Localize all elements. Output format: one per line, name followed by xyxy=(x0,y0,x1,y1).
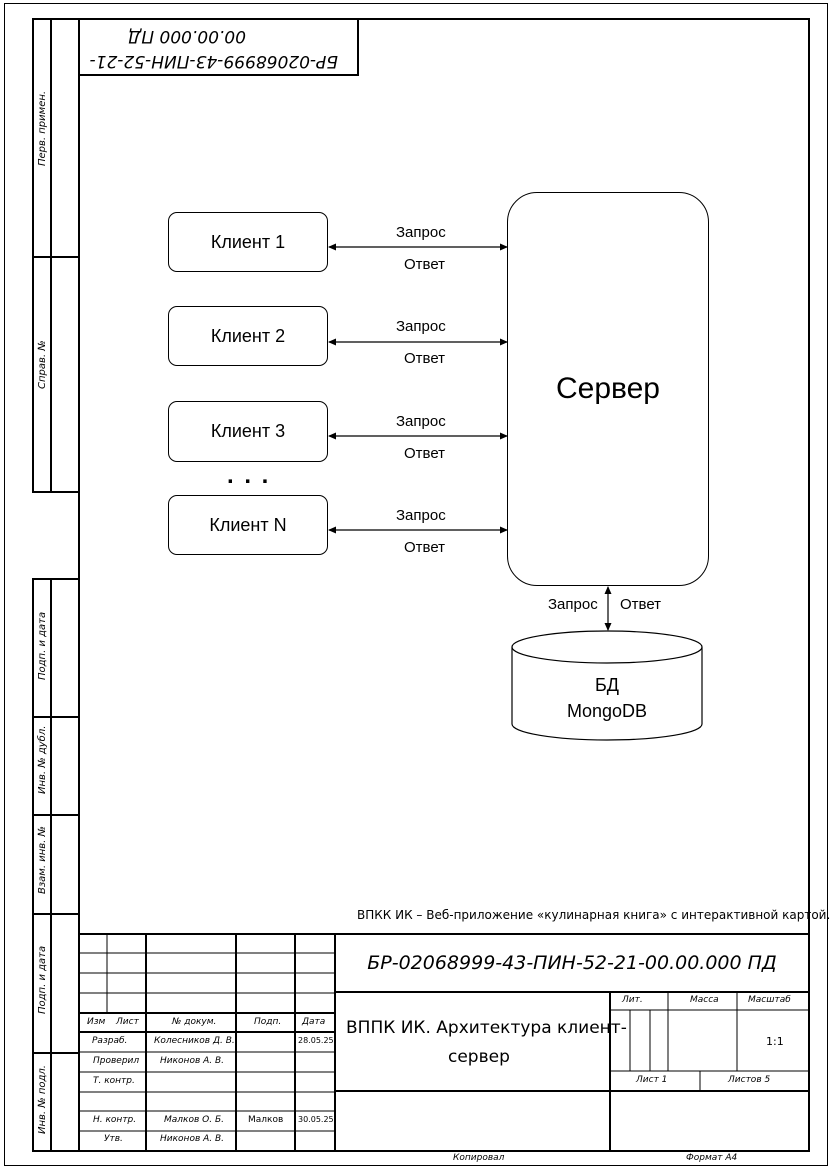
date-razrab: 28.05.25 xyxy=(298,1036,334,1045)
response-label-n: Ответ xyxy=(404,539,446,556)
request-label-n: Запрос xyxy=(396,507,446,524)
server-box: Сервер xyxy=(507,192,709,586)
db-label-line1: БД xyxy=(594,675,619,695)
response-label-1: Ответ xyxy=(404,256,446,273)
massa-header: Масса xyxy=(690,995,719,1005)
side-label-inv-podl: Инв. № подл. xyxy=(37,1065,48,1134)
title-line-1: ВППК ИК. Архитектура клиент- xyxy=(346,1018,627,1038)
name-utv: Никонов А. В. xyxy=(160,1134,225,1144)
role-n-kontr: Н. контр. xyxy=(93,1115,137,1125)
side-label-podp-data-2: Подп. и дата xyxy=(37,945,48,1014)
side-label-podp-data-1: Подп. и дата xyxy=(37,611,48,680)
col-header-list: Лист xyxy=(116,1017,139,1027)
designation-code: БР-02068999-43-ПИН-52-21-00.00.000 ПД xyxy=(367,952,777,974)
scale-value: 1:1 xyxy=(766,1035,784,1048)
sheet-number: Лист 1 xyxy=(636,1075,668,1085)
drawing-caption: ВПКК ИК – Веб-приложение «кулинарная кни… xyxy=(357,908,831,922)
sheets-count: Листов 5 xyxy=(728,1075,771,1085)
request-label-2: Запрос xyxy=(396,318,446,335)
date-n-kontr: 30.05.25 xyxy=(298,1115,334,1124)
connection-arrows xyxy=(328,243,612,631)
client-box-3: Клиент 3 xyxy=(168,401,328,462)
db-response-label: Ответ xyxy=(620,596,662,613)
client-box-2: Клиент 2 xyxy=(168,306,328,366)
masshtab-header: Масштаб xyxy=(748,995,791,1005)
col-header-izm: Изм xyxy=(87,1017,106,1027)
role-proveril: Проверил xyxy=(93,1056,140,1066)
db-request-label: Запрос xyxy=(548,596,598,613)
side-label-vzam-inv: Взам. инв. № xyxy=(37,826,48,894)
col-header-dokum: № докум. xyxy=(172,1017,217,1027)
title-line-2: сервер xyxy=(448,1047,510,1067)
request-label-1: Запрос xyxy=(396,224,446,241)
response-label-2: Ответ xyxy=(404,350,446,367)
name-proveril: Никонов А. В. xyxy=(160,1056,225,1066)
col-header-data: Дата xyxy=(302,1017,326,1027)
role-razrab: Разраб. xyxy=(92,1036,128,1046)
footer-format: Формат A4 xyxy=(686,1153,738,1163)
client-box-1: Клиент 1 xyxy=(168,212,328,272)
database-cylinder xyxy=(511,630,703,741)
lit-header: Лит. xyxy=(622,995,643,1005)
name-n-kontr: Малков О. Б. xyxy=(164,1115,224,1125)
top-stamp: БР-02068999-43-ПИН-52-21- 00.00.000 ПД xyxy=(79,19,358,75)
top-stamp-line1: БР-02068999-43-ПИН-52-21- xyxy=(89,51,338,71)
role-utv: Утв. xyxy=(104,1134,123,1144)
side-label-sprav-no: Справ. № xyxy=(37,340,48,389)
response-label-3: Ответ xyxy=(404,445,446,462)
sign-n-kontr: Малков xyxy=(248,1115,284,1125)
top-stamp-line2: 00.00.000 ПД xyxy=(128,26,246,46)
role-t-kontr: Т. контр. xyxy=(93,1076,135,1086)
db-label-line2: MongoDB xyxy=(566,701,648,721)
clients-ellipsis: . . . xyxy=(227,462,271,489)
request-label-3: Запрос xyxy=(396,413,446,430)
col-header-podp: Подп. xyxy=(254,1017,282,1027)
client-box-n: Клиент N xyxy=(168,495,328,555)
side-label-perv-primen: Перв. примен. xyxy=(37,90,48,166)
side-label-inv-dubl: Инв. № дубл. xyxy=(37,725,48,794)
name-razrab: Колесников Д. В. xyxy=(154,1036,235,1046)
footer-copied: Копировал xyxy=(453,1153,505,1163)
